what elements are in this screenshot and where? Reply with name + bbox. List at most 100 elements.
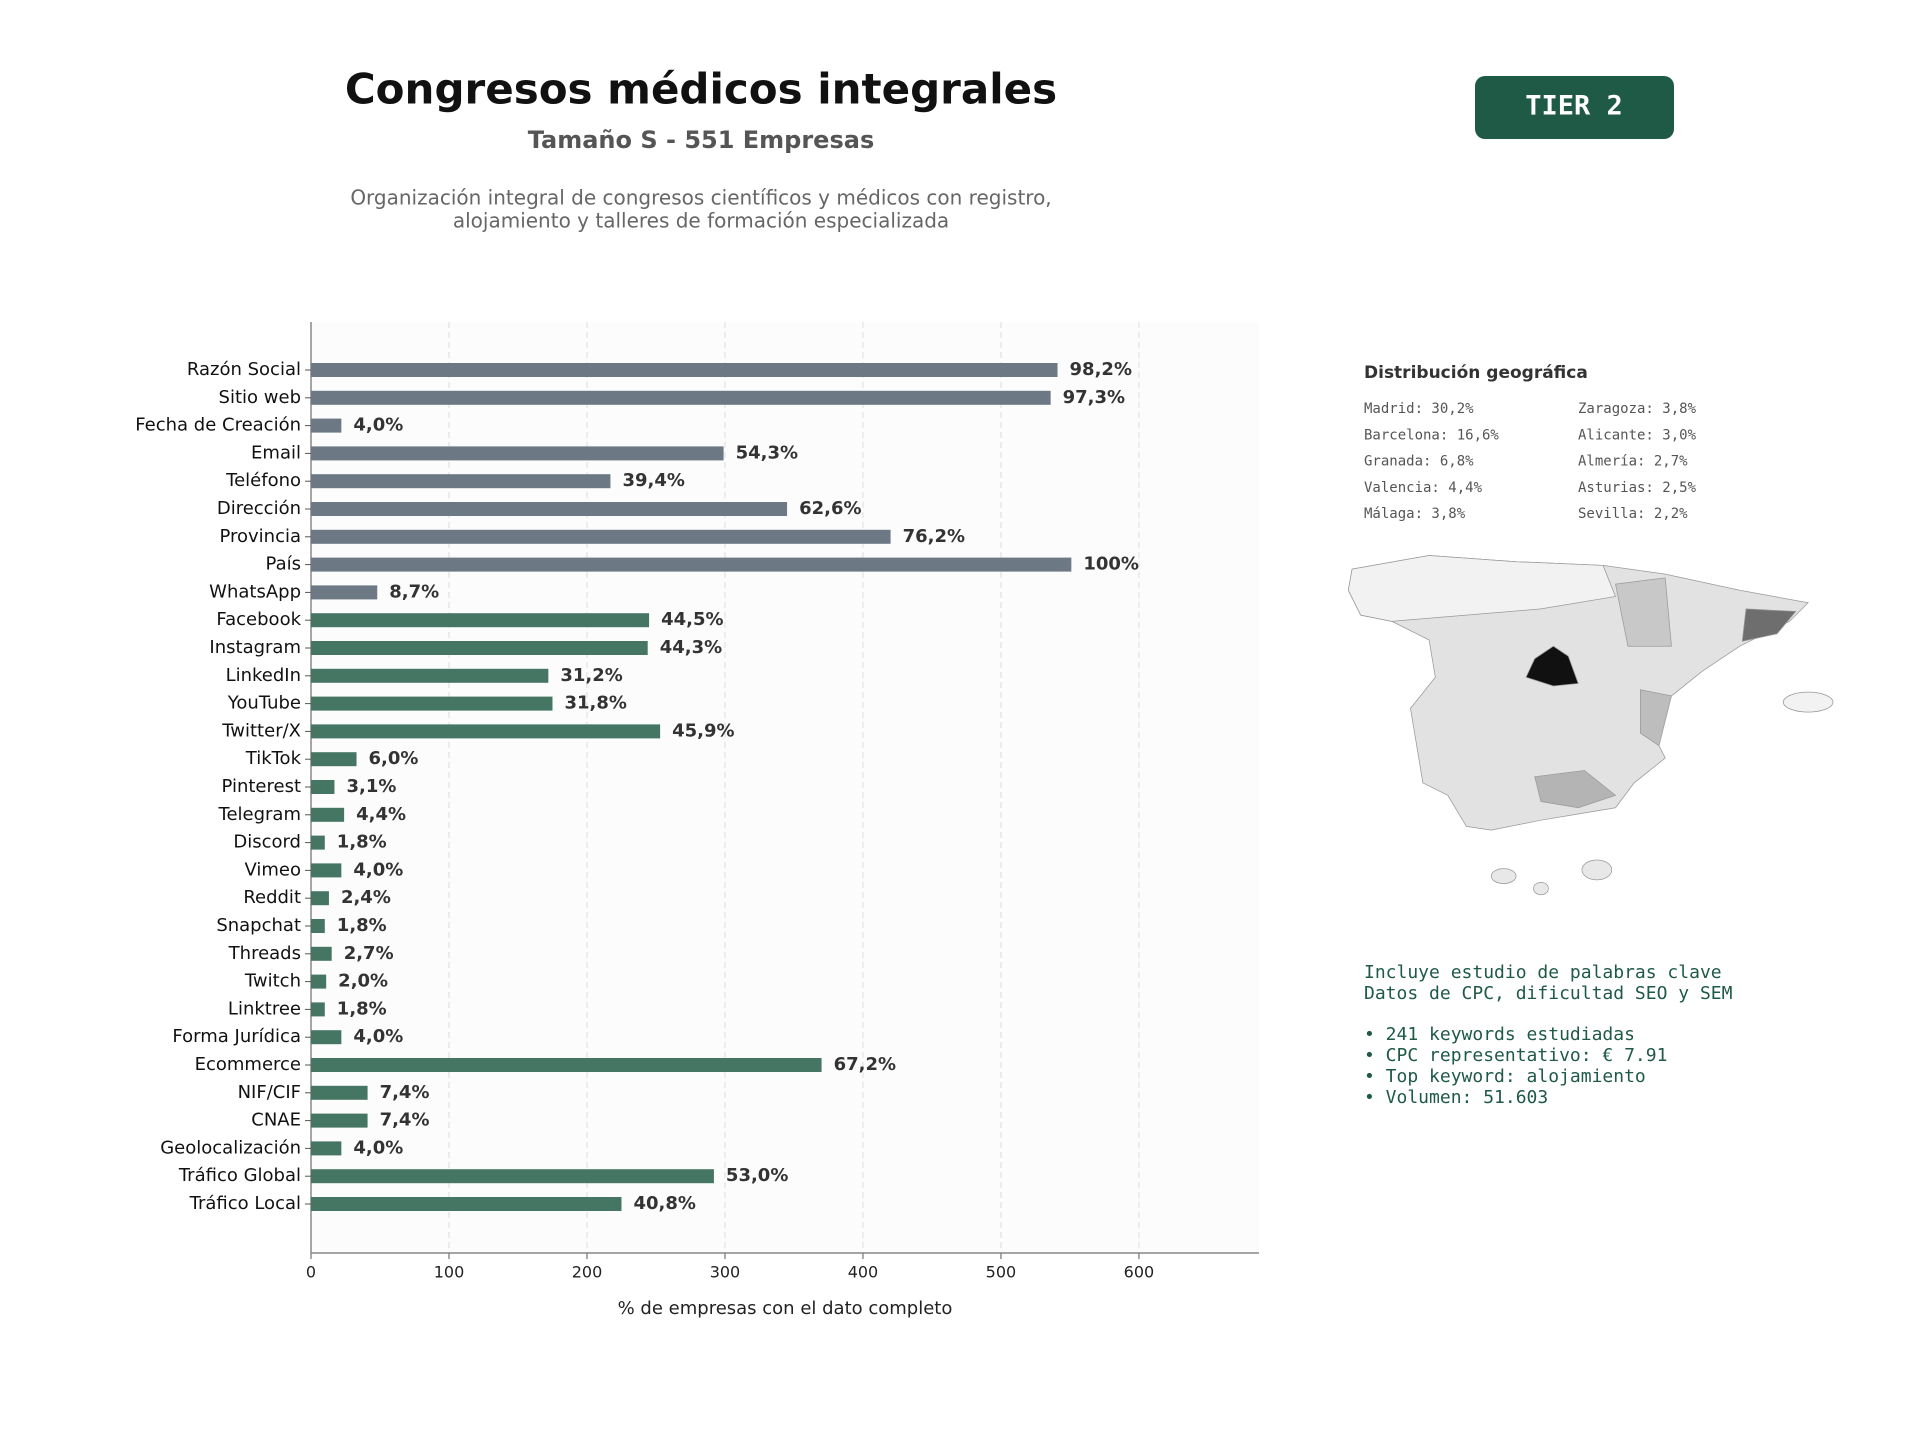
value-label: 1,8% xyxy=(337,915,387,936)
barcelona xyxy=(1741,608,1797,642)
bar-chart: 0 100 200 300 400 500 600 % de empresas con el … xyxy=(135,322,1259,1319)
y-tick-label: Sitio web xyxy=(219,387,301,408)
bar xyxy=(311,1197,622,1211)
y-tick-label: CNAE xyxy=(251,1110,301,1131)
value-label: 8,7% xyxy=(389,581,439,602)
value-label: 76,2% xyxy=(903,526,965,547)
x-tick-label: 300 xyxy=(710,1263,741,1282)
x-tick-label: 0 xyxy=(306,1263,316,1282)
value-label: 39,4% xyxy=(622,470,684,491)
bar xyxy=(311,613,650,628)
y-tick-label: NIF/CIF xyxy=(238,1082,301,1103)
region-share: Barcelona: 16,6% xyxy=(1364,427,1499,443)
keyword-item: • Volumen: 51.603 xyxy=(1364,1087,1548,1108)
bar xyxy=(311,418,342,433)
value-label: 4,4% xyxy=(356,804,406,825)
bar xyxy=(311,557,1072,572)
y-tick-label: Reddit xyxy=(243,887,301,908)
keywords-intro: Datos de CPC, dificultad SEO y SEM xyxy=(1364,983,1733,1004)
y-tick-label: Forma Jurídica xyxy=(172,1026,301,1047)
value-label: 1,8% xyxy=(337,998,387,1019)
bar xyxy=(311,891,329,906)
value-label: 53,0% xyxy=(726,1165,788,1186)
bar xyxy=(311,1058,822,1072)
baleares xyxy=(1782,691,1834,713)
value-label: 44,3% xyxy=(660,637,722,658)
value-label: 3,1% xyxy=(346,776,396,797)
bar xyxy=(311,1030,342,1045)
y-tick-label: Linktree xyxy=(228,998,301,1019)
bar xyxy=(311,1169,714,1184)
x-axis-label: % de empresas con el dato completo xyxy=(618,1298,953,1319)
bar xyxy=(311,585,378,600)
bar xyxy=(311,946,332,961)
y-tick-label: TikTok xyxy=(245,748,302,769)
value-label: 62,6% xyxy=(799,498,861,519)
y-tick-label: Fecha de Creación xyxy=(135,415,301,436)
region-share: Madrid: 30,2% xyxy=(1364,401,1474,417)
y-tick-label: Pinterest xyxy=(221,776,301,797)
y-tick-label: Email xyxy=(251,442,301,463)
y-tick-label: Threads xyxy=(228,943,301,964)
value-label: 4,0% xyxy=(353,1026,403,1047)
region-share: Zaragoza: 3,8% xyxy=(1578,401,1697,417)
bar xyxy=(311,807,345,822)
bar xyxy=(311,974,327,989)
value-label: 45,9% xyxy=(672,720,734,741)
title: Congresos médicos integrales xyxy=(345,65,1057,114)
x-tick-label: 100 xyxy=(434,1263,465,1282)
keyword-item: • 241 keywords estudiadas xyxy=(1364,1024,1635,1045)
badge xyxy=(1475,76,1674,139)
y-tick-label: Vimeo xyxy=(244,859,301,880)
y-tick-label: Discord xyxy=(233,832,301,853)
y-tick-label: Tráfico Local xyxy=(189,1193,301,1214)
bar xyxy=(311,1113,368,1128)
y-tick-label: Teléfono xyxy=(225,470,301,491)
badge-label: TIER 2 xyxy=(1525,91,1623,122)
bar xyxy=(311,641,648,655)
value-label: 1,8% xyxy=(337,832,387,853)
y-tick-label: Snapchat xyxy=(216,915,301,936)
y-tick-label: Telegram xyxy=(218,804,301,825)
subtitle: Tamaño S - 551 Empresas xyxy=(528,126,874,154)
bar xyxy=(311,474,611,489)
y-tick-label: Provincia xyxy=(219,526,301,547)
value-label: 4,0% xyxy=(353,859,403,880)
y-tick-label: Tráfico Global xyxy=(178,1165,301,1186)
value-label: 6,0% xyxy=(369,748,419,769)
bar xyxy=(311,919,325,933)
y-tick-label: Facebook xyxy=(216,609,301,630)
value-label: 67,2% xyxy=(834,1054,896,1075)
description: alojamiento y talleres de formación espe… xyxy=(453,209,949,233)
canarias xyxy=(1490,868,1517,884)
value-label: 7,4% xyxy=(380,1110,430,1131)
y-tick-label: Ecommerce xyxy=(195,1054,301,1075)
value-label: 4,0% xyxy=(353,1137,403,1158)
value-label: 97,3% xyxy=(1063,387,1125,408)
bar xyxy=(311,668,549,683)
value-label: 7,4% xyxy=(380,1082,430,1103)
value-label: 2,4% xyxy=(341,887,391,908)
y-tick-label: Twitter/X xyxy=(221,720,301,741)
region-share: Asturias: 2,5% xyxy=(1578,480,1697,496)
granada xyxy=(1534,770,1617,809)
bar xyxy=(311,1085,368,1100)
bar xyxy=(311,502,788,516)
canarias xyxy=(1581,859,1613,881)
value-label: 100% xyxy=(1083,554,1139,575)
bar xyxy=(311,835,325,850)
description: Organización integral de congresos cient… xyxy=(350,186,1051,210)
y-tick-label: Dirección xyxy=(217,498,301,519)
side-panel: Distribución geográfica Madrid: 30,2% Bar… xyxy=(1347,363,1834,1108)
zaragoza xyxy=(1615,577,1672,647)
bar xyxy=(311,390,1051,405)
value-label: 2,7% xyxy=(344,943,394,964)
x-tick-label: 600 xyxy=(1124,1263,1155,1282)
value-label: 98,2% xyxy=(1070,359,1132,380)
x-tick-label: 400 xyxy=(848,1263,879,1282)
value-label: 2,0% xyxy=(338,971,388,992)
value-label: 31,8% xyxy=(564,693,626,714)
y-tick-label: Geolocalización xyxy=(160,1137,301,1158)
valencia xyxy=(1639,689,1672,747)
keywords-intro: Incluye estudio de palabras clave xyxy=(1364,962,1722,983)
